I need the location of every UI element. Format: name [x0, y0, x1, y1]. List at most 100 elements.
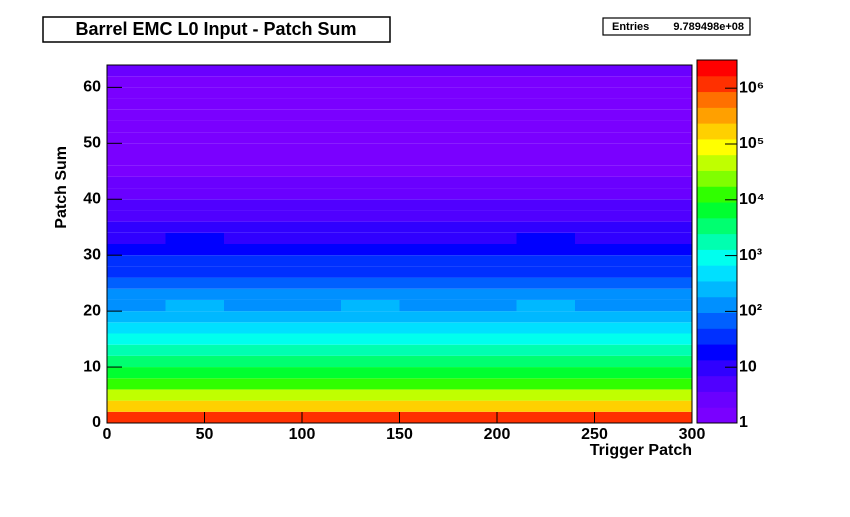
heat-cell: [458, 232, 517, 244]
heat-cell: [399, 232, 458, 244]
palette-box: [697, 265, 737, 282]
heat-cell: [224, 120, 283, 133]
x-tick-label: 250: [581, 426, 608, 443]
chart-title: Barrel EMC L0 Input - Patch Sum: [75, 19, 356, 39]
heat-cell: [458, 244, 517, 256]
heat-cell: [516, 154, 575, 166]
heat-cell: [224, 288, 283, 300]
heat-cell: [341, 98, 400, 110]
palette-box: [697, 296, 737, 314]
heat-cell: [458, 389, 517, 401]
heat-cell: [341, 277, 400, 289]
heat-cell: [633, 65, 692, 77]
heat-cell: [224, 266, 283, 278]
heat-cell: [165, 109, 224, 121]
heat-cell: [341, 176, 400, 189]
heat-cell: [224, 143, 283, 155]
heat-cell: [224, 333, 283, 345]
heat-cell: [282, 400, 341, 412]
heat-cell: [633, 87, 692, 99]
y-tick-label: 10: [83, 358, 101, 375]
heat-cell: [633, 322, 692, 334]
heat-cell: [282, 65, 341, 77]
heat-cell: [107, 87, 166, 99]
heat-cell: [516, 120, 575, 133]
heat-cell: [458, 143, 517, 155]
heat-cell: [399, 299, 458, 312]
heat-cell: [107, 244, 166, 256]
heat-cell: [633, 255, 692, 267]
heat-cell: [107, 378, 166, 390]
heat-cell: [341, 367, 400, 379]
heat-cell: [458, 221, 517, 233]
heat-cell: [575, 355, 634, 368]
heat-cell: [458, 355, 517, 368]
palette-box: [697, 60, 737, 77]
heat-cell: [516, 288, 575, 300]
heat-cell: [458, 255, 517, 267]
heat-cell: [224, 176, 283, 189]
heat-cell: [282, 120, 341, 133]
heat-cell: [165, 255, 224, 267]
heat-cell: [341, 154, 400, 166]
heat-cell: [458, 299, 517, 312]
heat-cell: [575, 76, 634, 88]
heat-cell: [458, 132, 517, 144]
heat-cell: [107, 76, 166, 88]
heat-cell: [165, 333, 224, 345]
heat-cell: [341, 232, 400, 244]
heat-cell: [399, 255, 458, 267]
heat-cell: [575, 333, 634, 345]
heat-cell: [458, 76, 517, 88]
heat-cell: [575, 322, 634, 334]
heat-cell: [107, 221, 166, 233]
heat-cell: [282, 176, 341, 189]
heat-cell: [165, 143, 224, 155]
heat-cell: [224, 367, 283, 379]
heat-cell: [341, 311, 400, 323]
heat-cell: [282, 154, 341, 166]
heat-cell: [516, 322, 575, 334]
z-tick-label: 10⁴: [739, 191, 765, 208]
heat-cell: [516, 132, 575, 144]
palette-box: [697, 138, 737, 156]
heat-cell: [107, 355, 166, 368]
heat-cell: [633, 232, 692, 244]
heat-cell: [224, 154, 283, 166]
heat-cell: [458, 87, 517, 99]
heat-cell: [165, 400, 224, 412]
heat-cell: [107, 255, 166, 267]
heat-cell: [516, 109, 575, 121]
heat-cell: [575, 199, 634, 211]
heat-cell: [458, 199, 517, 211]
heat-cell: [282, 255, 341, 267]
x-axis-title: Trigger Patch: [590, 442, 692, 459]
heat-cell: [399, 322, 458, 334]
heat-cell: [399, 333, 458, 345]
heat-cell: [224, 244, 283, 256]
palette-box: [697, 170, 737, 187]
heat-cell: [633, 378, 692, 390]
heat-cell: [633, 244, 692, 256]
heat-cell: [633, 76, 692, 88]
heat-cell: [516, 165, 575, 177]
heat-cell: [399, 277, 458, 289]
heat-cell: [575, 132, 634, 144]
heat-cell: [399, 311, 458, 323]
heat-cell: [107, 322, 166, 334]
heat-cell: [516, 143, 575, 155]
heat-cell: [516, 98, 575, 110]
heat-cell: [165, 411, 224, 423]
heat-cell: [341, 221, 400, 233]
heat-cell: [516, 221, 575, 233]
heat-cell: [575, 87, 634, 99]
heat-cell: [575, 344, 634, 356]
heat-cell: [633, 333, 692, 345]
heat-cell: [399, 120, 458, 133]
heat-cell: [107, 299, 166, 312]
heat-cell: [633, 120, 692, 133]
heat-cell: [399, 378, 458, 390]
heat-cell: [633, 210, 692, 222]
palette-box: [697, 91, 737, 108]
stats-value: 9.789498e+08: [673, 21, 744, 33]
